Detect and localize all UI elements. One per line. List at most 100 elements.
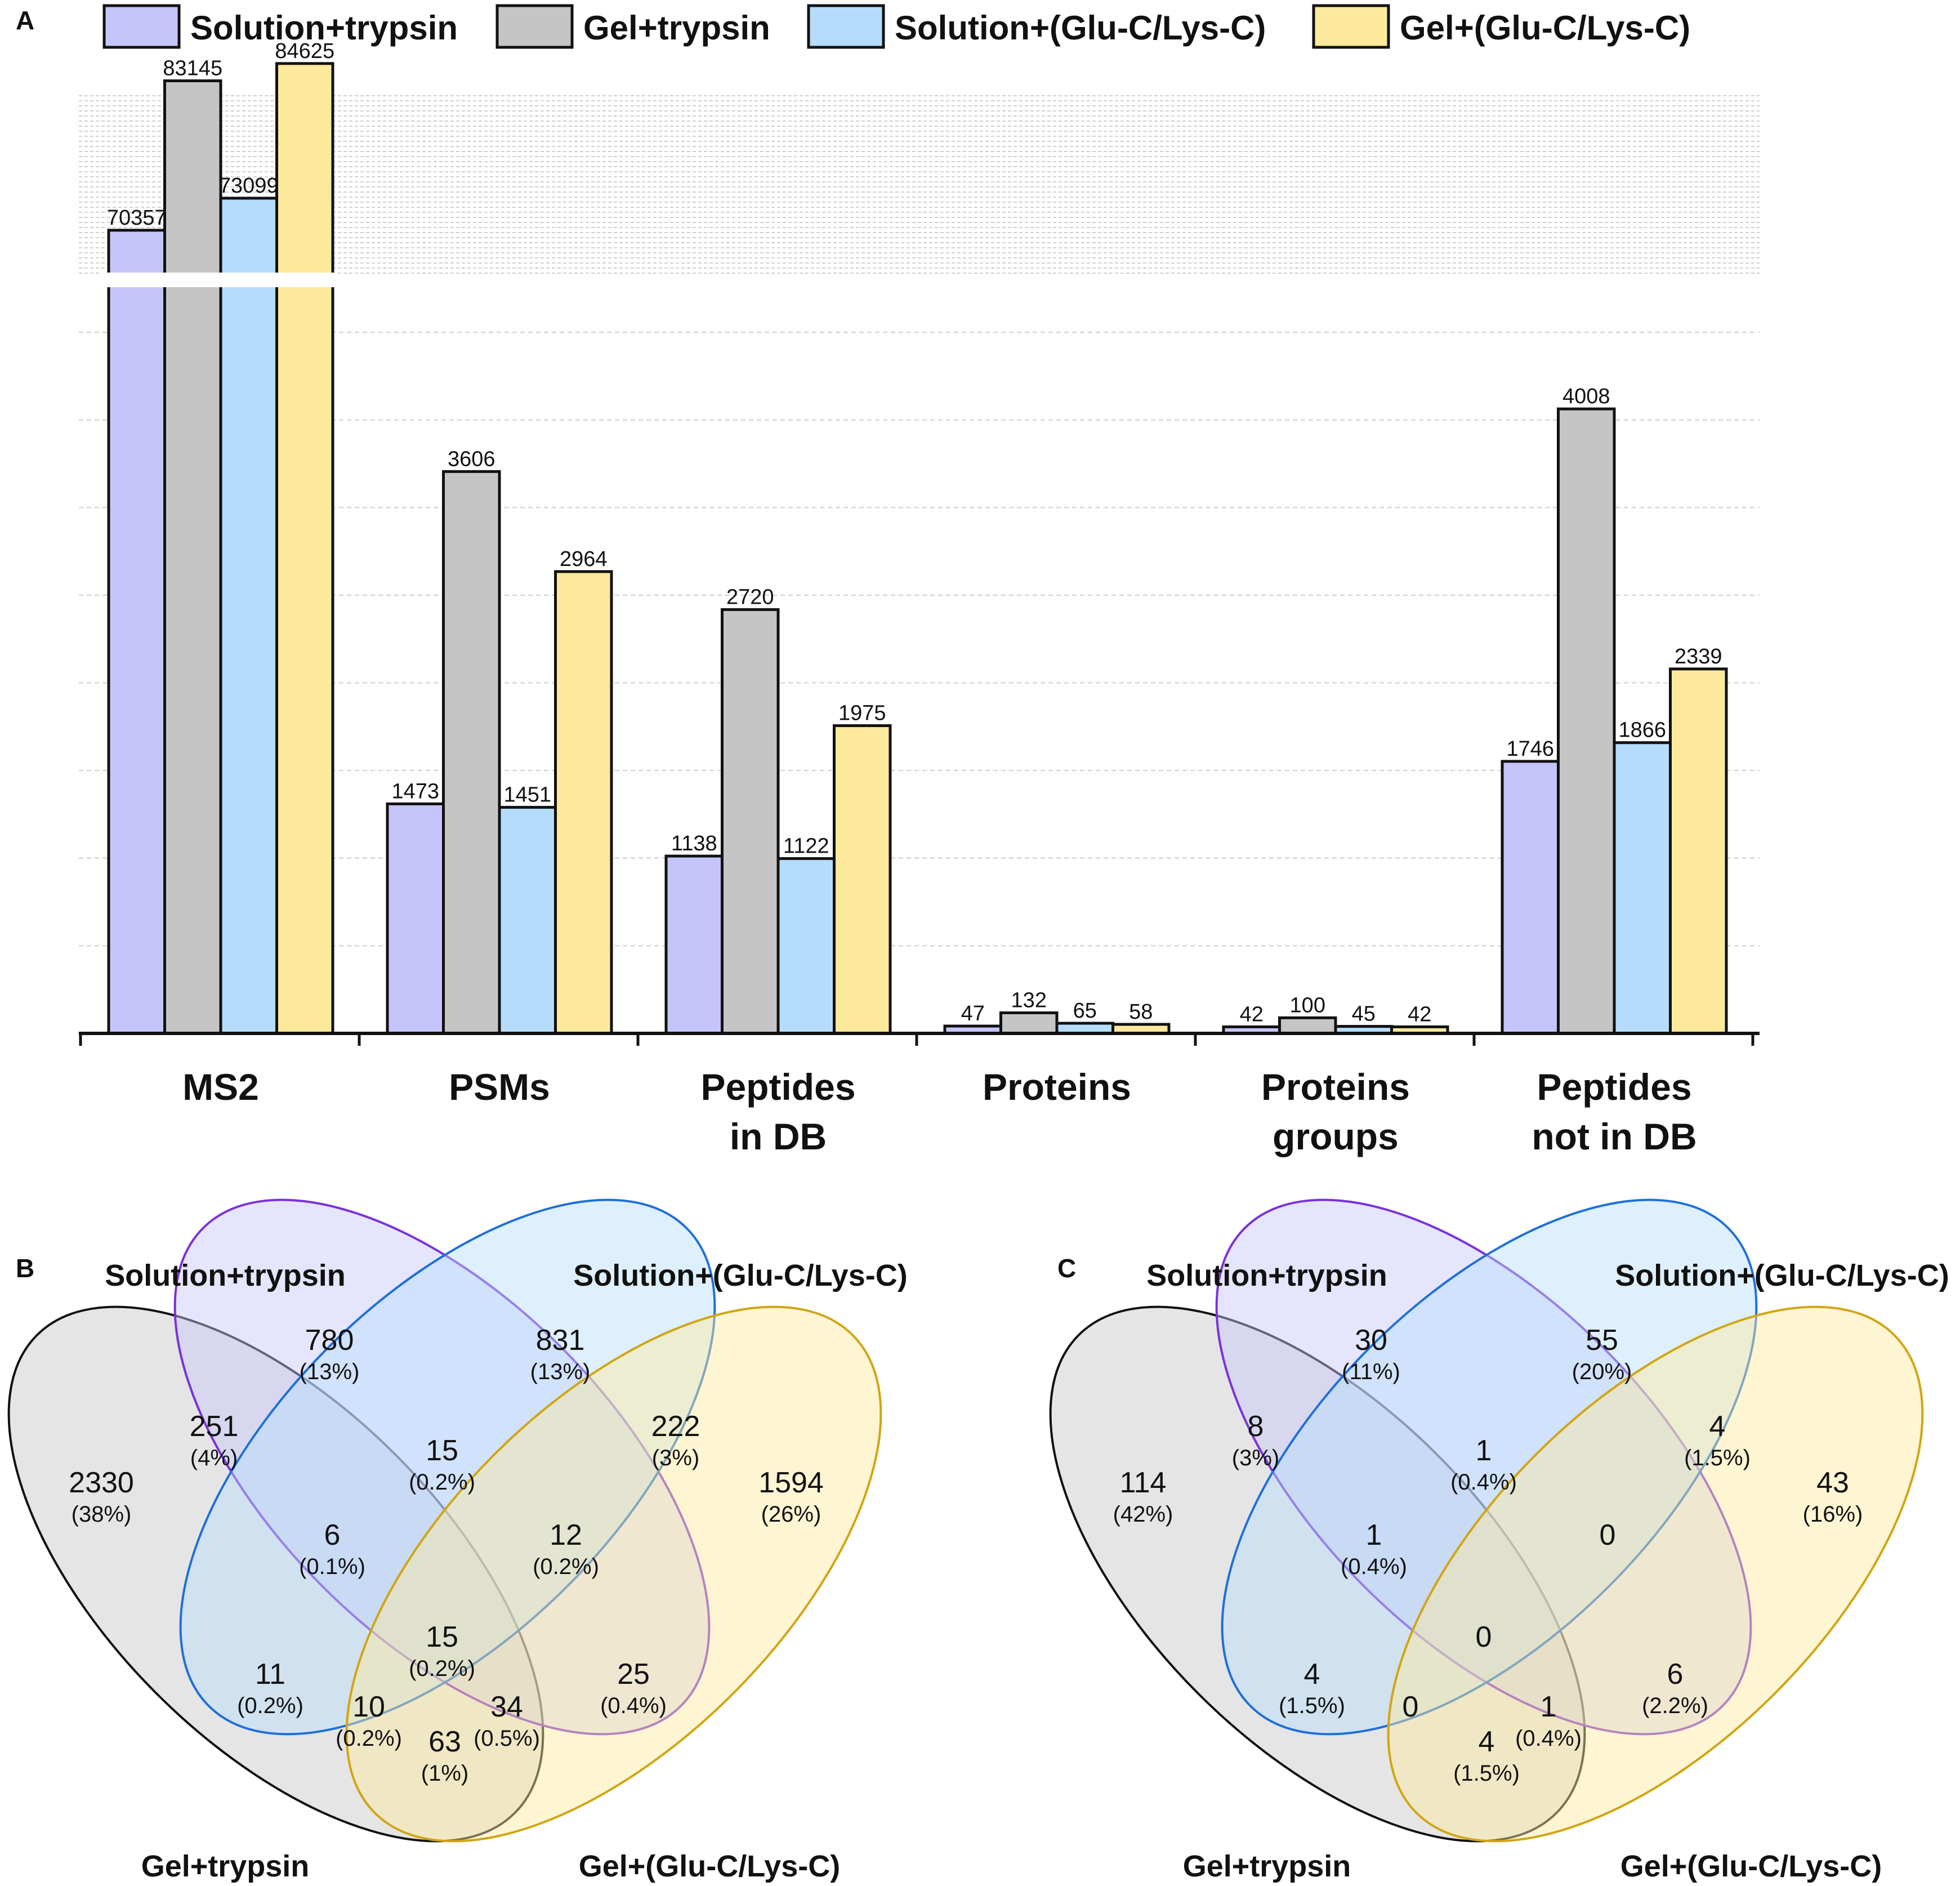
venn-set-gel_gluc <box>345 1305 882 1843</box>
venn-region-count: 251 <box>190 1410 239 1443</box>
venn-region-percent: (26%) <box>761 1502 821 1527</box>
data-label: 4008 <box>1562 385 1610 408</box>
data-label: 65 <box>1073 999 1097 1023</box>
panel-label-a: A <box>16 6 34 35</box>
venn-set-solution_trypsin <box>173 1198 711 1736</box>
venn-region-percent: (16%) <box>1803 1502 1863 1527</box>
venn-region-count: 831 <box>536 1324 585 1357</box>
venn-region-percent: (0.4%) <box>1450 1470 1517 1495</box>
venn-region-percent: (0.2%) <box>409 1656 475 1681</box>
data-label: 73099 <box>219 174 279 198</box>
venn-region-percent: (0.2%) <box>336 1726 402 1751</box>
bar <box>554 570 613 1035</box>
legend-label: Solution+trypsin <box>190 9 458 47</box>
bar <box>664 854 724 1035</box>
venn-region-count: 55 <box>1586 1324 1618 1357</box>
x-tick-label: not in DB <box>1532 1116 1696 1157</box>
venn-title-solution-trypsin: Solution+trypsin <box>1146 1259 1387 1292</box>
bar <box>107 229 166 1035</box>
legend-swatch <box>807 4 885 49</box>
bar <box>1501 760 1560 1035</box>
venn-region-count: 780 <box>305 1324 354 1357</box>
venn-region-count: 30 <box>1355 1324 1387 1357</box>
venn-region-count: 6 <box>324 1519 341 1551</box>
data-label: 1746 <box>1506 737 1554 761</box>
venn-set-solution_gluc <box>1221 1198 1758 1736</box>
bar <box>163 79 222 1035</box>
venn-region-percent: (1.5%) <box>1453 1761 1520 1786</box>
venn-region-percent: (0.2%) <box>409 1470 475 1495</box>
x-tick-label: PSMs <box>449 1066 550 1108</box>
venn-title-solution-gluc: Solution+(Glu-C/Lys-C) <box>1615 1259 1949 1292</box>
bar <box>386 802 445 1035</box>
legend-label: Gel+(Glu-C/Lys-C) <box>1400 9 1690 47</box>
x-tick-label: in DB <box>730 1116 827 1157</box>
data-label: 42 <box>1408 1002 1431 1026</box>
legend-label: Solution+(Glu-C/Lys-C) <box>895 9 1266 47</box>
bar <box>1613 741 1672 1035</box>
venn-region-count: 8 <box>1248 1410 1264 1443</box>
venn-region-percent: (42%) <box>1113 1502 1173 1527</box>
bar <box>1278 1016 1337 1035</box>
data-label: 1451 <box>503 783 551 807</box>
venn-region-percent: (0.1%) <box>299 1554 365 1579</box>
data-label: 47 <box>961 1002 985 1026</box>
venn-region-count: 43 <box>1816 1466 1849 1499</box>
data-label: 42 <box>1240 1002 1263 1026</box>
panel-label: B <box>16 1254 34 1283</box>
venn-set-gel_trypsin <box>7 1305 544 1843</box>
data-label: 1866 <box>1618 719 1666 742</box>
x-tick-label: Proteins <box>1261 1066 1410 1108</box>
venn-region-percent: (2.2%) <box>1642 1693 1708 1718</box>
venn-region-count: 15 <box>426 1621 458 1653</box>
bar-chart-panel: A 70357 1473 1138 47 42 1746 83145 3606 2720 132 10… <box>16 4 1760 1157</box>
bar <box>721 608 780 1035</box>
venn-region-percent: (0.2%) <box>237 1693 303 1718</box>
venn-region-count: 0 <box>1476 1621 1492 1653</box>
legend-swatch <box>495 4 574 49</box>
data-label: 70357 <box>107 206 167 230</box>
venn-title-gel-gluc: Gel+(Glu-C/Lys-C) <box>1620 1849 1882 1883</box>
venn-region-count: 15 <box>426 1434 458 1467</box>
venn-region-percent: (3%) <box>1232 1446 1279 1470</box>
venn-region-count: 114 <box>1120 1466 1167 1499</box>
legend-label: Gel+trypsin <box>583 9 770 47</box>
data-label: 132 <box>1011 988 1047 1012</box>
venn-region-count: 25 <box>617 1658 650 1691</box>
venn-region-percent: (1.5%) <box>1684 1446 1751 1470</box>
venn-region-percent: (38%) <box>72 1502 132 1527</box>
venn-region-count: 11 <box>255 1658 285 1691</box>
venn-region-count: 4 <box>1304 1658 1320 1691</box>
venn-region-percent: (0.4%) <box>1341 1554 1407 1579</box>
data-label: 1975 <box>838 702 886 725</box>
venn-panel-peptides: B Solution+trypsin Solution+(Glu-C/Lys-C) G… <box>7 1198 908 1883</box>
bar <box>833 724 892 1035</box>
venn-region-count: 63 <box>428 1726 461 1758</box>
data-label: 2339 <box>1675 645 1722 668</box>
data-label: 45 <box>1352 1002 1376 1026</box>
venn-set-solution_trypsin <box>1215 1198 1752 1736</box>
bar <box>999 1011 1059 1035</box>
venn-region-count: 1 <box>1476 1434 1492 1467</box>
data-label: 2720 <box>726 585 774 609</box>
venn-region-count: 34 <box>490 1691 523 1723</box>
bar <box>1669 667 1728 1035</box>
venn-region-count: 1 <box>1366 1519 1382 1551</box>
bar <box>1557 407 1616 1035</box>
data-label: 84625 <box>275 39 334 63</box>
data-label: 1122 <box>783 835 829 858</box>
venn-region-count: 4 <box>1709 1410 1726 1443</box>
x-tick-label: Peptides <box>1537 1066 1691 1108</box>
bar <box>498 806 557 1035</box>
venn-region-percent: (20%) <box>1572 1359 1632 1384</box>
venn-set-gel_gluc <box>1387 1305 1924 1843</box>
venn-region-percent: (4%) <box>190 1446 238 1470</box>
venn-region-count: 12 <box>550 1519 582 1551</box>
data-label: 1138 <box>671 832 717 855</box>
venn-region-count: 1594 <box>758 1466 824 1499</box>
data-label: 83145 <box>163 56 222 80</box>
venn-region-percent: (1%) <box>421 1761 468 1786</box>
venn-region-percent: (11%) <box>1342 1359 1400 1384</box>
venn-region-count: 10 <box>352 1691 385 1723</box>
